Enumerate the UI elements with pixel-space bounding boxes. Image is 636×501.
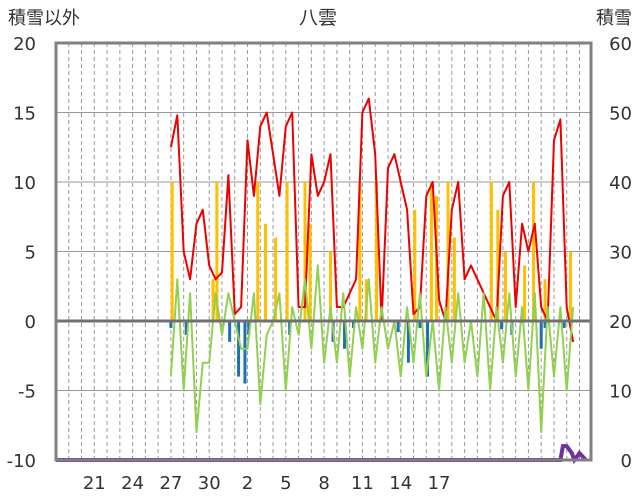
sunshine-bar <box>496 209 500 321</box>
right-tick-label: 20 <box>609 312 632 333</box>
sunshine-bar <box>303 182 307 321</box>
right-tick-label: 10 <box>609 382 632 403</box>
right-axis-label: 積雪 <box>596 8 632 29</box>
left-tick-label: -5 <box>18 382 36 403</box>
x-tick-label: 14 <box>389 473 412 494</box>
precip-bar <box>418 321 422 328</box>
sunshine-bar <box>358 182 362 321</box>
sunshine-bar <box>489 182 493 321</box>
x-tick-label: 5 <box>280 473 291 494</box>
sunshine-bar <box>211 279 215 321</box>
precip-bar <box>237 321 241 377</box>
sunshine-bar <box>374 182 378 321</box>
precip-bar <box>228 321 232 342</box>
precip-bar <box>184 321 188 335</box>
grid <box>56 43 591 460</box>
sunshine-bar <box>569 251 573 321</box>
x-tick-label: 8 <box>318 473 329 494</box>
sunshine-bar <box>446 182 450 321</box>
sunshine-bar <box>532 182 536 321</box>
right-tick-label: 60 <box>609 34 632 55</box>
left-tick-label: 0 <box>25 312 36 333</box>
plot-frame <box>54 41 593 462</box>
precip-bar <box>500 321 504 330</box>
precip-bar <box>406 321 410 363</box>
left-tick-label: 10 <box>13 173 36 194</box>
x-tick-label: 27 <box>159 473 182 494</box>
right-tick-label: 40 <box>609 173 632 194</box>
x-tick-label: 30 <box>198 473 221 494</box>
x-tick-label: 2 <box>242 473 253 494</box>
snow-depth-line <box>56 444 588 465</box>
plot-border <box>54 41 593 462</box>
sunshine-bar <box>329 251 333 321</box>
chart-title: 八雲 <box>299 7 337 29</box>
chart-marks <box>56 97 588 465</box>
right-tick-label: 0 <box>621 451 632 472</box>
sunshine-bar <box>429 182 433 321</box>
precip-bar <box>562 321 566 328</box>
right-tick-label: 30 <box>609 243 632 264</box>
precip-bar <box>343 321 347 349</box>
sunshine-bar <box>523 265 527 321</box>
x-tick-label: 11 <box>351 473 374 494</box>
precip-bar <box>247 321 251 335</box>
left-tick-label: -10 <box>7 451 36 472</box>
left-tick-label: 20 <box>13 34 36 55</box>
sunshine-bar <box>274 237 278 321</box>
sunshine-bar <box>413 209 417 321</box>
precip-bar <box>169 321 173 328</box>
sunshine-bar <box>285 182 289 321</box>
sunshine-bar <box>503 251 507 321</box>
left-tick-label: 5 <box>25 243 36 264</box>
precip-bar <box>543 321 547 328</box>
sunshine-bar <box>543 279 547 321</box>
precip-bar <box>243 321 247 384</box>
left-axis-label: 積雪以外 <box>8 8 80 29</box>
temp_min-line <box>169 264 575 434</box>
sunshine-bar <box>256 182 260 321</box>
x-tick-label: 21 <box>83 473 106 494</box>
x-tick-label: 17 <box>428 473 451 494</box>
sunshine-bar <box>452 237 456 321</box>
x-tick-label: 24 <box>121 473 144 494</box>
sunshine-bar <box>215 182 219 321</box>
right-tick-label: 50 <box>609 104 632 125</box>
sunshine-bar <box>263 223 267 321</box>
temp_max-line <box>169 97 575 343</box>
left-tick-label: 15 <box>13 104 36 125</box>
precip-bar <box>539 321 543 349</box>
sunshine-bar <box>308 223 312 321</box>
sunshine-bar <box>170 182 174 321</box>
precip-bar <box>426 321 430 377</box>
precip-bar <box>396 321 400 333</box>
